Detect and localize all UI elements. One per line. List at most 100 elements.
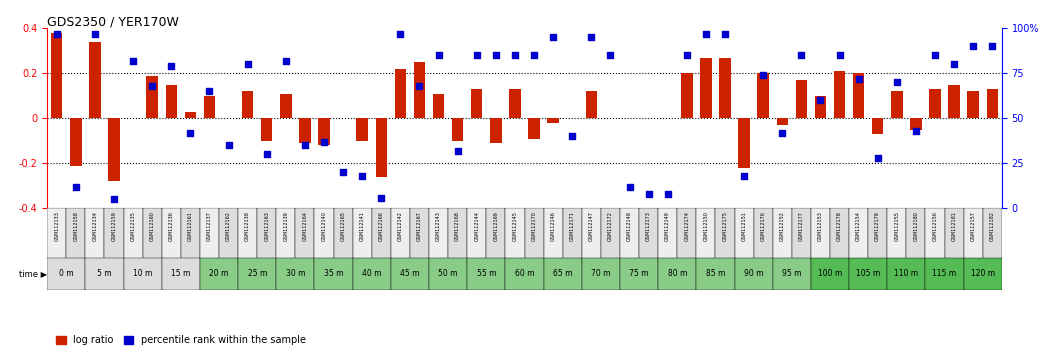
Point [106,196,123,202]
Point [602,52,619,58]
Text: GSM112152: GSM112152 [779,211,785,241]
Bar [720,58,731,118]
Text: GSM112181: GSM112181 [951,211,957,241]
FancyBboxPatch shape [487,209,506,257]
Point [297,143,314,148]
Bar [509,89,520,118]
FancyBboxPatch shape [734,257,773,290]
Text: GSM112154: GSM112154 [856,211,861,241]
Text: GSM112146: GSM112146 [551,211,556,241]
Point [716,31,733,36]
FancyBboxPatch shape [85,209,105,257]
Text: GSM112171: GSM112171 [570,211,575,241]
Text: GSM112167: GSM112167 [418,211,422,241]
Text: GSM112178: GSM112178 [837,211,842,241]
FancyBboxPatch shape [697,257,734,290]
Text: 20 m: 20 m [210,269,229,278]
Text: GSM112158: GSM112158 [73,211,79,241]
FancyBboxPatch shape [524,209,543,257]
Point [831,52,848,58]
Text: 65 m: 65 m [553,269,573,278]
Text: 120 m: 120 m [970,269,994,278]
Text: GSM112134: GSM112134 [92,211,98,241]
Point [659,191,676,197]
FancyBboxPatch shape [849,257,887,290]
Text: GSM112144: GSM112144 [474,211,479,241]
Bar [433,93,445,118]
FancyBboxPatch shape [47,209,66,257]
Bar [70,118,82,166]
Point [926,52,943,58]
Text: GSM112155: GSM112155 [895,211,899,241]
FancyBboxPatch shape [257,209,276,257]
Point [372,195,389,200]
Text: GSM112176: GSM112176 [761,211,766,241]
Text: 110 m: 110 m [895,269,918,278]
Text: 90 m: 90 m [744,269,764,278]
Bar [413,62,425,118]
Text: 100 m: 100 m [818,269,842,278]
Bar [776,118,788,125]
FancyBboxPatch shape [315,257,352,290]
Bar [795,80,807,118]
FancyBboxPatch shape [276,257,315,290]
FancyBboxPatch shape [773,209,792,257]
Bar [280,93,292,118]
Text: 35 m: 35 m [324,269,343,278]
Point [411,83,428,89]
Text: 75 m: 75 m [629,269,648,278]
Text: GSM112157: GSM112157 [970,211,976,241]
FancyBboxPatch shape [124,257,162,290]
Bar [89,42,101,118]
Text: 0 m: 0 m [59,269,73,278]
FancyBboxPatch shape [391,209,410,257]
Text: GSM112149: GSM112149 [665,211,670,241]
Text: GSM112172: GSM112172 [608,211,613,241]
FancyBboxPatch shape [180,209,200,257]
Text: 40 m: 40 m [362,269,382,278]
Text: GSM112151: GSM112151 [742,211,747,241]
Point [392,31,409,36]
FancyBboxPatch shape [506,257,543,290]
Bar [471,89,483,118]
Text: 115 m: 115 m [933,269,957,278]
Text: 45 m: 45 m [401,269,420,278]
FancyBboxPatch shape [200,257,238,290]
FancyBboxPatch shape [792,209,811,257]
FancyBboxPatch shape [352,257,391,290]
FancyBboxPatch shape [219,209,238,257]
Legend: log ratio, percentile rank within the sample: log ratio, percentile rank within the sa… [52,331,309,349]
Point [583,34,600,40]
FancyBboxPatch shape [811,257,849,290]
Text: GSM112156: GSM112156 [933,211,938,241]
FancyBboxPatch shape [315,209,334,257]
Text: GSM112142: GSM112142 [398,211,403,241]
FancyBboxPatch shape [964,257,1002,290]
Bar [108,118,120,181]
Text: 85 m: 85 m [706,269,725,278]
Text: GSM112139: GSM112139 [283,211,288,241]
Text: GSM112136: GSM112136 [169,211,174,241]
Point [220,143,237,148]
Text: GSM112169: GSM112169 [493,211,498,241]
Text: GSM112162: GSM112162 [227,211,231,241]
Text: 5 m: 5 m [98,269,112,278]
Text: GSM112175: GSM112175 [723,211,727,241]
Point [468,52,485,58]
FancyBboxPatch shape [543,209,562,257]
Point [316,139,333,145]
Point [335,170,351,175]
Text: GSM112143: GSM112143 [436,211,441,241]
FancyBboxPatch shape [124,209,143,257]
Bar [204,96,215,118]
FancyBboxPatch shape [715,209,734,257]
Text: time ▶: time ▶ [19,269,47,278]
Text: GSM112173: GSM112173 [646,211,651,241]
FancyBboxPatch shape [887,257,925,290]
Point [526,52,542,58]
Text: GSM112133: GSM112133 [55,211,59,241]
Point [735,173,752,179]
Bar [929,89,941,118]
Text: GSM112166: GSM112166 [379,211,384,241]
FancyBboxPatch shape [410,209,429,257]
